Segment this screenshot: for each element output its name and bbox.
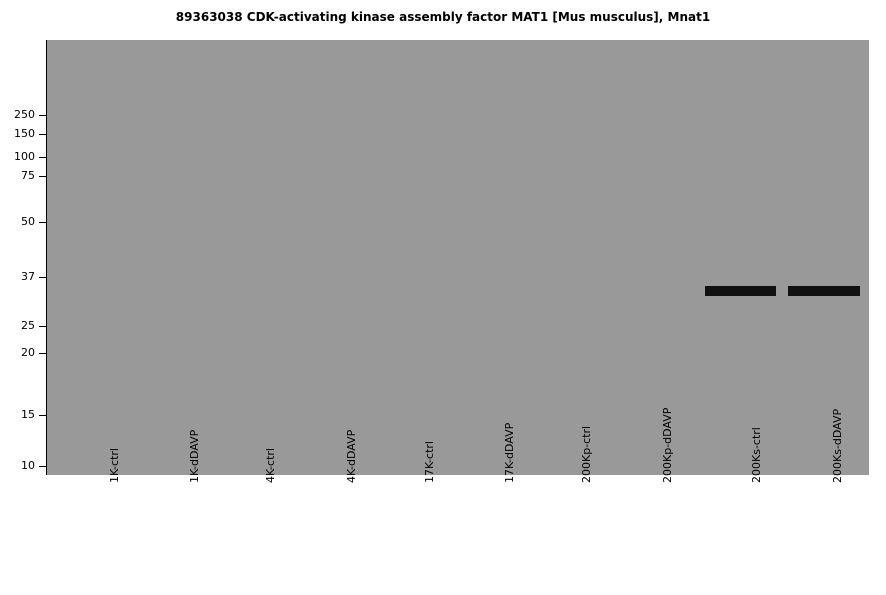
y-axis-tick bbox=[39, 415, 46, 416]
y-axis-tick bbox=[39, 353, 46, 354]
y-axis-tick-label: 75 bbox=[21, 169, 35, 182]
y-axis-line bbox=[46, 40, 47, 475]
x-axis-lane-label: 200Kp-dDAVP bbox=[661, 407, 674, 483]
y-axis-tick bbox=[39, 277, 46, 278]
x-axis-lane-label: 1K-ctrl bbox=[108, 448, 121, 483]
y-axis-tick-label: 250 bbox=[14, 108, 35, 121]
y-axis-tick-label: 20 bbox=[21, 346, 35, 359]
x-axis-lane-label: 200Ks-dDAVP bbox=[831, 408, 844, 483]
y-axis-tick-label: 10 bbox=[21, 459, 35, 472]
y-axis-tick bbox=[39, 222, 46, 223]
y-axis-tick bbox=[39, 157, 46, 158]
gel-panel bbox=[47, 40, 869, 475]
page-title: 89363038 CDK-activating kinase assembly … bbox=[175, 10, 711, 24]
y-axis-tick bbox=[39, 326, 46, 327]
y-axis-tick bbox=[39, 466, 46, 467]
x-axis-lane-label: 4K-dDAVP bbox=[345, 429, 358, 483]
y-axis-tick-label: 15 bbox=[21, 408, 35, 421]
y-axis-tick-label: 100 bbox=[14, 150, 35, 163]
x-axis-lane-label: 200Kp-ctrl bbox=[580, 425, 593, 483]
x-axis-lane-label: 17K-ctrl bbox=[423, 441, 436, 483]
x-axis-lane-label: 1K-dDAVP bbox=[188, 429, 201, 483]
y-axis-tick-label: 25 bbox=[21, 319, 35, 332]
x-axis-lane-label: 200Ks-ctrl bbox=[750, 427, 763, 483]
y-axis-tick bbox=[39, 115, 46, 116]
y-axis-tick-label: 50 bbox=[21, 215, 35, 228]
x-axis-lane-label: 17K-dDAVP bbox=[503, 422, 516, 483]
y-axis-tick-label: 150 bbox=[14, 127, 35, 140]
y-axis-tick bbox=[39, 134, 46, 135]
gel-band bbox=[705, 286, 776, 296]
y-axis-tick-label: 37 bbox=[21, 270, 35, 283]
gel-band bbox=[788, 286, 860, 296]
x-axis-lane-label: 4K-ctrl bbox=[264, 448, 277, 483]
y-axis-tick bbox=[39, 176, 46, 177]
